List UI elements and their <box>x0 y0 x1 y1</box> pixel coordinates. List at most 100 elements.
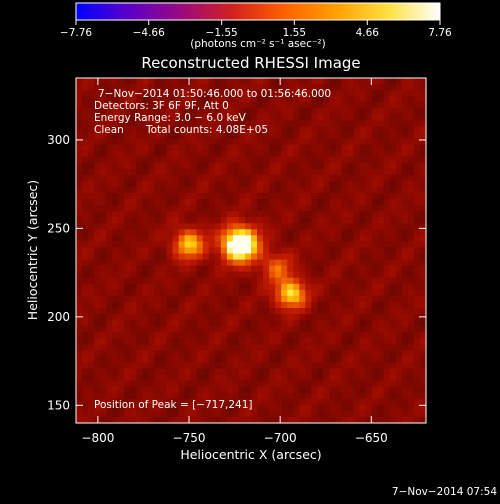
heatmap-pixel <box>299 392 306 400</box>
heatmap-pixel <box>142 308 150 315</box>
heatmap-pixel <box>305 126 312 134</box>
heatmap-pixel <box>395 150 403 158</box>
heatmap-pixel <box>214 386 222 394</box>
heatmap-pixel <box>106 211 113 218</box>
heatmap-pixel <box>353 326 361 333</box>
heatmap-pixel <box>389 308 397 315</box>
heatmap-pixel <box>166 338 174 345</box>
heatmap-pixel <box>124 392 131 400</box>
heatmap-pixel <box>353 102 361 109</box>
heatmap-pixel <box>323 150 331 158</box>
heatmap-pixel <box>317 344 325 351</box>
heatmap-pixel <box>275 193 282 200</box>
heatmap-pixel <box>353 374 361 382</box>
heatmap-pixel <box>142 392 150 400</box>
heatmap-pixel <box>202 332 210 339</box>
heatmap-pixel <box>347 301 355 309</box>
heatmap-pixel <box>118 392 125 400</box>
heatmap-pixel <box>323 320 331 327</box>
heatmap-pixel <box>371 332 379 339</box>
heatmap-pixel <box>305 338 312 345</box>
heatmap-pixel <box>305 350 312 358</box>
heatmap-pixel <box>118 398 125 406</box>
heatmap-pixel <box>220 144 228 152</box>
heatmap-pixel <box>401 114 409 121</box>
heatmap-pixel <box>94 138 101 146</box>
heatmap-pixel <box>335 398 343 406</box>
heatmap-pixel <box>232 229 240 236</box>
colorbar-tick-label: −4.66 <box>133 27 165 39</box>
heatmap-pixel <box>311 374 318 382</box>
heatmap-pixel <box>184 223 192 230</box>
heatmap-pixel <box>299 277 306 285</box>
heatmap-pixel <box>190 277 198 285</box>
heatmap-pixel <box>257 338 264 345</box>
heatmap-pixel <box>257 283 264 291</box>
heatmap-pixel <box>130 362 137 370</box>
heatmap-pixel <box>106 217 113 224</box>
heatmap-pixel <box>299 168 306 176</box>
heatmap-pixel <box>317 247 325 255</box>
heatmap-pixel <box>124 386 131 394</box>
heatmap-pixel <box>389 362 397 370</box>
heatmap-pixel <box>407 338 415 345</box>
heatmap-pixel <box>317 392 325 400</box>
heatmap-pixel <box>353 398 361 406</box>
heatmap-pixel <box>154 78 162 85</box>
heatmap-pixel <box>100 265 107 273</box>
heatmap-pixel <box>377 295 385 303</box>
heatmap-pixel <box>124 205 131 212</box>
heatmap-pixel <box>365 84 373 91</box>
heatmap-pixel <box>323 295 331 303</box>
heatmap-pixel <box>148 168 156 176</box>
heatmap-pixel <box>263 398 270 406</box>
heatmap-pixel <box>112 120 119 128</box>
heatmap-pixel <box>184 374 192 382</box>
heatmap-pixel <box>100 368 107 376</box>
heatmap-pixel <box>202 126 210 134</box>
heatmap-pixel <box>377 368 385 376</box>
heatmap-pixel <box>226 404 234 412</box>
heatmap-pixel <box>293 410 300 418</box>
heatmap-pixel <box>220 326 228 333</box>
heatmap-pixel <box>76 120 83 128</box>
heatmap-pixel <box>377 174 385 182</box>
heatmap-pixel <box>401 102 409 109</box>
heatmap-pixel <box>148 374 156 382</box>
heatmap-pixel <box>251 199 258 206</box>
heatmap-pixel <box>100 211 107 218</box>
heatmap-pixel <box>275 332 282 339</box>
heatmap-pixel <box>401 144 409 152</box>
heatmap-pixel <box>317 320 325 327</box>
heatmap-pixel <box>269 138 276 146</box>
heatmap-pixel <box>160 356 168 364</box>
heatmap-pixel <box>184 356 192 364</box>
heatmap-pixel <box>395 259 403 267</box>
heatmap-pixel <box>166 180 174 188</box>
heatmap-pixel <box>269 332 276 339</box>
heatmap-pixel <box>251 211 258 218</box>
heatmap-pixel <box>311 247 318 255</box>
heatmap-pixel <box>329 380 337 388</box>
heatmap-pixel <box>335 126 343 134</box>
heatmap-pixel <box>317 308 325 315</box>
heatmap-pixel <box>293 295 300 303</box>
heatmap-pixel <box>335 235 343 243</box>
heatmap-pixel <box>335 241 343 249</box>
heatmap-pixel <box>196 199 204 206</box>
heatmap-pixel <box>419 332 427 339</box>
heatmap-pixel <box>275 326 282 333</box>
heatmap-pixel <box>154 326 162 333</box>
heatmap-pixel <box>208 120 216 128</box>
heatmap-pixel <box>124 380 131 388</box>
heatmap-pixel <box>148 205 156 212</box>
heatmap-pixel <box>154 156 162 164</box>
heatmap-pixel <box>160 344 168 351</box>
heatmap-pixel <box>371 102 379 109</box>
heatmap-pixel <box>311 90 318 97</box>
heatmap-pixel <box>347 356 355 364</box>
heatmap-pixel <box>154 229 162 236</box>
heatmap-pixel <box>196 362 204 370</box>
heatmap-pixel <box>106 404 113 412</box>
heatmap-pixel <box>293 114 300 121</box>
